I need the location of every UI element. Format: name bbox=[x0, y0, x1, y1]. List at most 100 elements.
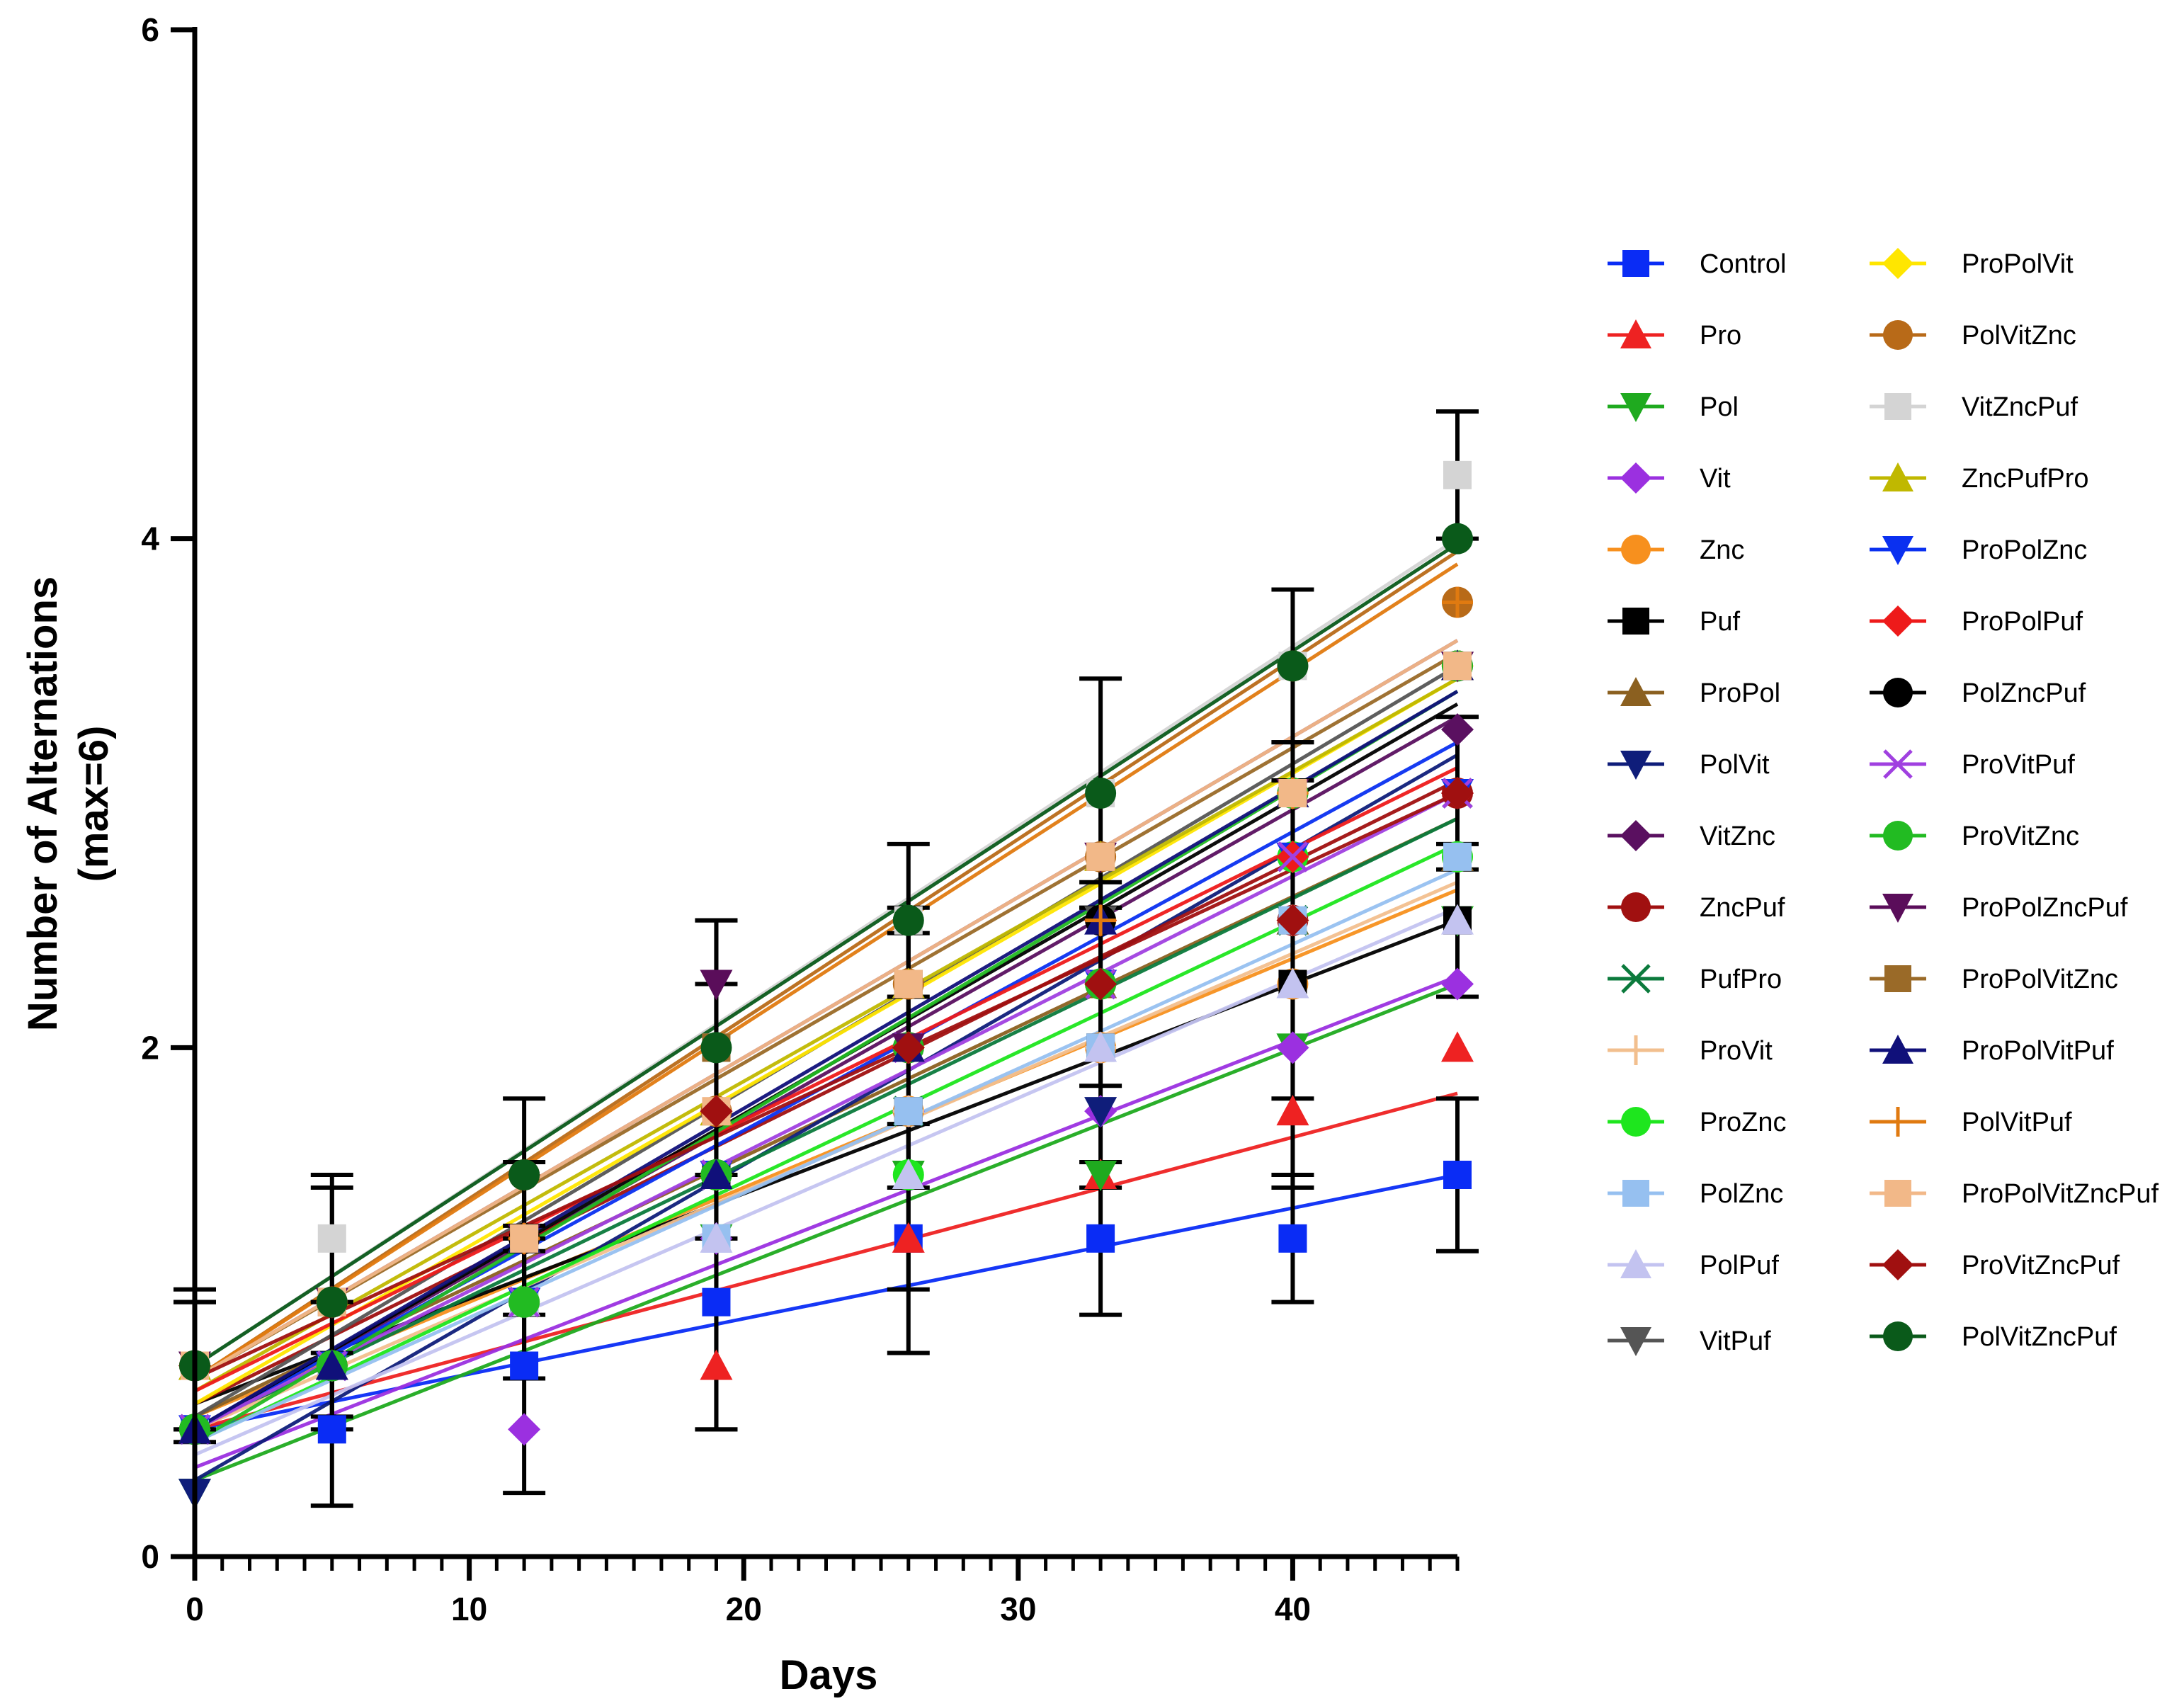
point-polvit-33 bbox=[1084, 1097, 1117, 1128]
point-propolvitzncpuf-33-shape bbox=[1086, 842, 1115, 871]
legend-swatch-marker-shape bbox=[1620, 1327, 1651, 1356]
point-vit-40 bbox=[1276, 1031, 1309, 1064]
point-polvitzncpuf-26-shape bbox=[892, 904, 924, 936]
x-tick-label: 0 bbox=[186, 1591, 204, 1627]
legend-item-control: Control bbox=[1608, 249, 1787, 279]
x-tick-label: 10 bbox=[451, 1591, 487, 1627]
y-axis-subtitle: (max=6) bbox=[71, 726, 117, 882]
legend-swatch-marker-shape bbox=[1882, 536, 1913, 565]
legend-swatch-marker bbox=[1621, 892, 1651, 922]
legend-item-pol: Pol bbox=[1608, 392, 1739, 422]
legend-label: ZncPufPro bbox=[1962, 464, 2089, 494]
legend-swatch-marker bbox=[1622, 608, 1649, 635]
point-polznc-46 bbox=[1443, 842, 1472, 871]
point-vitznc-46-shape bbox=[1441, 713, 1474, 746]
point-provitzncpuf-46-shape bbox=[1441, 777, 1474, 809]
legend-label: ProPolVit bbox=[1962, 249, 2074, 279]
legend-label: VitZncPuf bbox=[1962, 392, 2078, 422]
legend-swatch-marker bbox=[1883, 821, 1913, 851]
legend-swatch-marker bbox=[1620, 677, 1651, 706]
legend-swatch-marker-stroke-b bbox=[1621, 964, 1651, 994]
legend-swatch-marker bbox=[1620, 319, 1651, 348]
point-polvitzncpuf-12 bbox=[508, 1159, 540, 1190]
legend-label: PolVitZnc bbox=[1962, 321, 2076, 351]
legend-swatch-marker-shape bbox=[1620, 677, 1651, 706]
legend-swatch-marker bbox=[1883, 320, 1913, 350]
legend-swatch-marker-shape bbox=[1620, 751, 1651, 780]
point-pro-26 bbox=[892, 1222, 925, 1253]
point-polvitzncpuf-33 bbox=[1085, 778, 1117, 809]
legend-label: VitZnc bbox=[1700, 821, 1775, 851]
legend-item-propolvitpuf: ProPolVitPuf bbox=[1870, 1035, 2114, 1066]
point-polvitzncpuf-5 bbox=[316, 1286, 348, 1318]
point-control-19-shape bbox=[702, 1287, 731, 1317]
legend-label: ProZnc bbox=[1700, 1108, 1786, 1137]
fit-line-polvitzncpuf bbox=[193, 542, 1459, 1367]
legend-item-zncpufpro: ZncPufPro bbox=[1870, 462, 2089, 494]
point-pro-40 bbox=[1276, 1095, 1309, 1126]
point-propolvitzncpuf-40 bbox=[1278, 779, 1307, 807]
legend-item-provitpuf: ProVitPuf bbox=[1870, 749, 2075, 780]
point-provitzncpuf-26-shape bbox=[892, 1031, 925, 1064]
point-vitznc-46 bbox=[1441, 713, 1474, 746]
legend-swatch-marker-shape bbox=[1622, 608, 1649, 635]
point-propolzncpuf-19 bbox=[700, 969, 733, 1001]
legend-item-propolvitzncpuf: ProPolVitZncPuf bbox=[1870, 1179, 2159, 1209]
legend-swatch-marker bbox=[1621, 535, 1651, 564]
legend-swatch-marker-shape bbox=[1620, 1249, 1651, 1278]
point-pro-26-shape bbox=[892, 1222, 925, 1253]
legend-swatch-marker-shape bbox=[1883, 678, 1913, 707]
legend-label: ProPolZncPuf bbox=[1962, 893, 2128, 923]
legend-item-propolznc: ProPolZnc bbox=[1870, 535, 2087, 565]
legend-item-puf: Puf bbox=[1608, 607, 1740, 637]
legend-swatch-marker-shape bbox=[1883, 821, 1913, 851]
legend-item-provitznc: ProVitZnc bbox=[1870, 821, 2079, 851]
legend-item-propolzncpuf: ProPolZncPuf bbox=[1870, 893, 2128, 923]
point-propolvitpuf-5 bbox=[315, 1349, 348, 1380]
legend-swatch-marker-shape bbox=[1884, 393, 1911, 420]
fit-line-polpuf bbox=[194, 906, 1458, 1457]
legend-swatch-marker bbox=[1882, 894, 1913, 923]
point-provitzncpuf-19-shape bbox=[700, 1095, 733, 1128]
y-axis-title: Number of Alternations bbox=[20, 576, 66, 1031]
point-polpuf-19-shape bbox=[700, 1222, 733, 1253]
legend-item-polzncpuf: PolZncPuf bbox=[1870, 678, 2086, 708]
fit-line-provitzncpuf bbox=[193, 791, 1459, 1380]
point-polvitzncpuf-19-shape bbox=[700, 1032, 732, 1064]
point-control-12 bbox=[510, 1351, 539, 1380]
legend-swatch-marker-shape bbox=[1622, 250, 1649, 277]
legend-item-pro: Pro bbox=[1608, 319, 1741, 351]
point-polvitzncpuf-46 bbox=[1442, 523, 1473, 555]
point-polvitzncpuf-40 bbox=[1277, 650, 1309, 682]
fit-line-pufpro bbox=[193, 817, 1459, 1431]
y-tick-label: 2 bbox=[141, 1029, 159, 1066]
legend-label: Pol bbox=[1700, 392, 1739, 422]
point-vit-46 bbox=[1441, 967, 1474, 1001]
point-provitzncpuf-33 bbox=[1084, 967, 1117, 1001]
point-control-33 bbox=[1086, 1224, 1115, 1253]
legend-label: ProPolVitPuf bbox=[1962, 1036, 2114, 1066]
point-control-5-shape bbox=[317, 1415, 346, 1444]
point-polvit-33-shape bbox=[1084, 1097, 1117, 1128]
point-provitzncpuf-19 bbox=[700, 1095, 733, 1128]
point-provitzncpuf-33-shape bbox=[1084, 967, 1117, 1001]
legend-swatch-marker-shape bbox=[1882, 1249, 1913, 1280]
point-control-40 bbox=[1278, 1224, 1307, 1253]
legend-label: ProPolPuf bbox=[1962, 607, 2083, 637]
point-propolvitzncpuf-12-shape bbox=[510, 1224, 539, 1253]
point-pro-19-shape bbox=[700, 1349, 733, 1380]
point-provitznc-12 bbox=[508, 1286, 540, 1318]
point-propolvitpuf-19 bbox=[700, 1159, 733, 1189]
point-provitpuf-40 bbox=[1277, 841, 1309, 872]
point-polznc-26 bbox=[894, 1097, 923, 1126]
point-propolvitzncpuf-40-shape bbox=[1278, 779, 1307, 807]
legend-swatch-marker-shape bbox=[1620, 319, 1651, 348]
legend-label: PolVitPuf bbox=[1962, 1108, 2072, 1137]
legend-label: ProPolZnc bbox=[1962, 535, 2087, 565]
fit-line-pol bbox=[194, 982, 1458, 1482]
legend-swatch-marker-shape bbox=[1622, 1180, 1649, 1207]
point-pro-40-shape bbox=[1276, 1095, 1309, 1126]
point-polznc-26-shape bbox=[894, 1097, 923, 1126]
legend-item-pufpro: PufPro bbox=[1608, 964, 1782, 994]
